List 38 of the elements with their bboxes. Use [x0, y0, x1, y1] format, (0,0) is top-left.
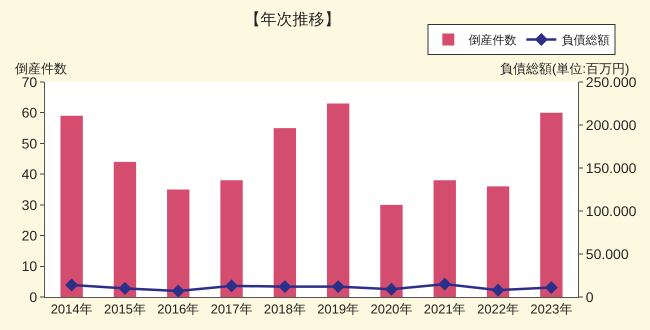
y-tick-label: 30: [22, 196, 38, 213]
bar: [274, 128, 296, 297]
bar: [380, 204, 403, 297]
x-tick-label: 2017年: [210, 302, 253, 317]
bar: [540, 112, 563, 297]
x-tick-label: 2018年: [264, 302, 306, 317]
legend-label: 倒産件数: [468, 33, 516, 48]
y-tick-label: 60: [22, 104, 38, 121]
y-tick-label: 50: [22, 135, 38, 152]
y2-tick-label: 0: [586, 288, 594, 305]
y-tick-label: 40: [22, 166, 38, 182]
x-tick-label: 2023年: [530, 302, 572, 317]
bar: [167, 190, 190, 297]
y2-axis-title: 負債総額(単位:百万円): [500, 61, 630, 76]
y2-tick-label: 100.000: [586, 202, 637, 219]
y2-tick-label: 150.000: [586, 160, 637, 176]
bar: [486, 186, 510, 297]
bar: [220, 180, 243, 297]
x-tick-label: 2021年: [424, 302, 466, 317]
y-tick-label: 70: [22, 74, 38, 90]
y-tick-label: 10: [22, 258, 38, 274]
y2-tick-label: 50.000: [586, 246, 629, 262]
x-tick-label: 2019年: [317, 302, 360, 317]
x-tick-label: 2014年: [50, 302, 93, 317]
chart-title: 【年次推移】: [244, 10, 340, 28]
y-tick-label: 0: [29, 288, 38, 305]
bar: [434, 180, 456, 297]
legend-label: 負債総額: [561, 33, 610, 48]
y-tick-label: 20: [22, 227, 38, 244]
bar: [60, 116, 83, 297]
bar: [326, 104, 350, 297]
x-tick-label: 2015年: [104, 302, 146, 317]
y2-tick-label: 200.000: [586, 116, 637, 133]
bar: [114, 162, 136, 297]
y-axis-title: 倒産件数: [15, 61, 67, 76]
x-tick-label: 2022年: [477, 302, 520, 317]
x-tick-label: 2020年: [370, 302, 412, 317]
x-tick-label: 2016年: [157, 302, 200, 317]
